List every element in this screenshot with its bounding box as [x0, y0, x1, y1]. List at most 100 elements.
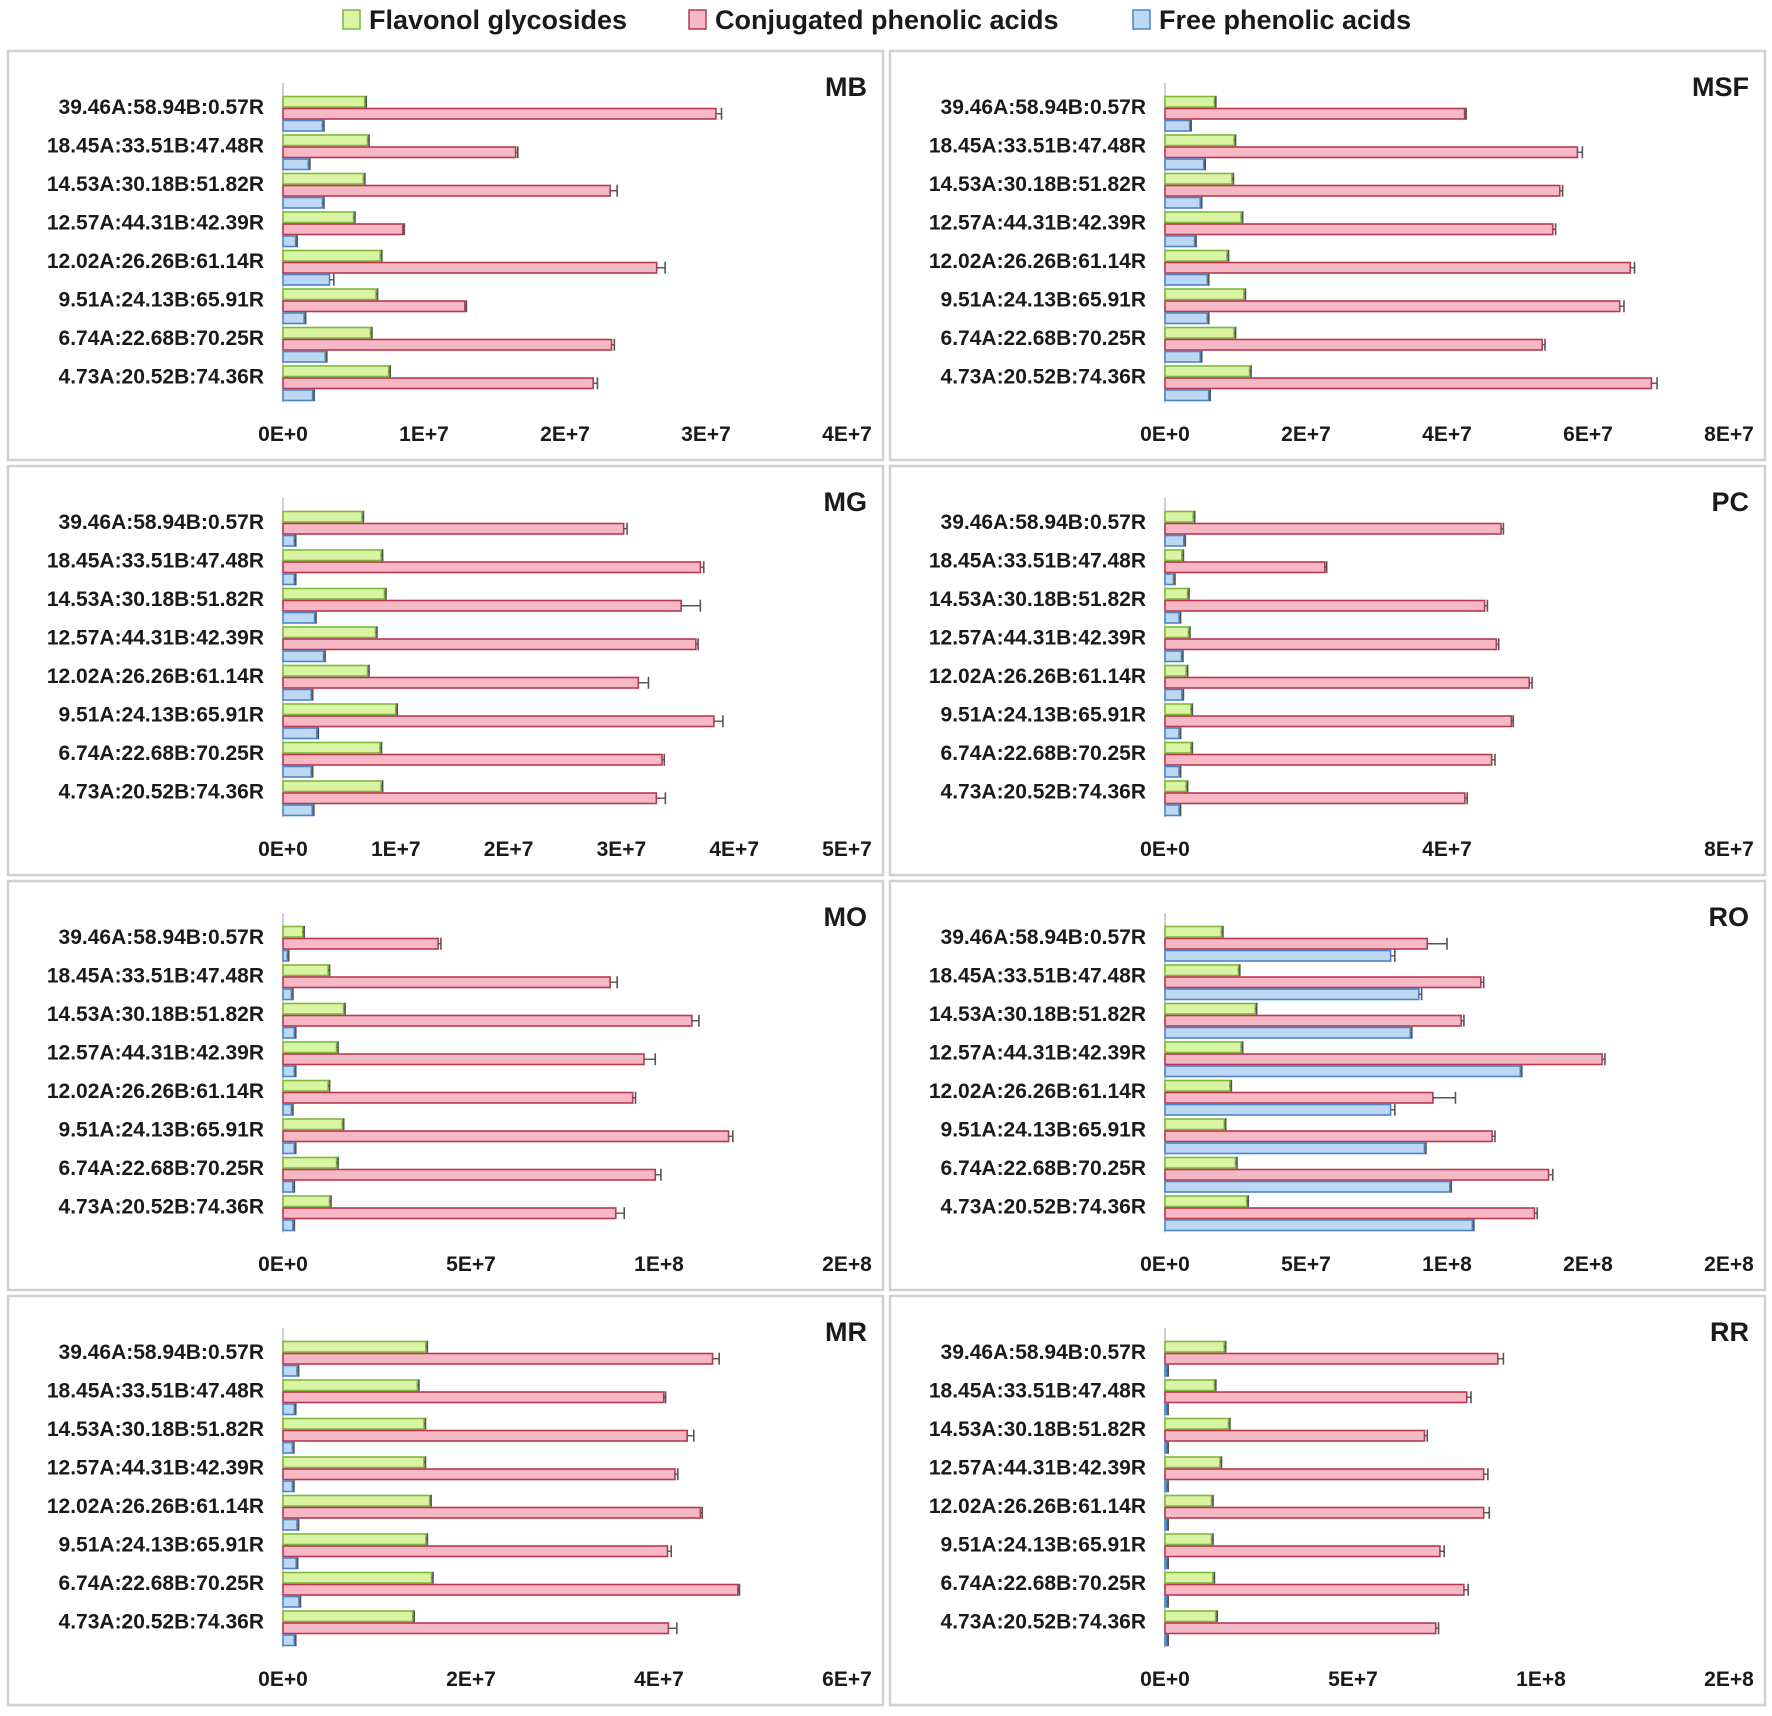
bar-conjugated-phenolic-acids	[1165, 378, 1651, 389]
bar-flavonol-glycosides	[283, 251, 380, 262]
bar-flavonol-glycosides	[1165, 328, 1234, 339]
bar-free-phenolic-acids	[283, 1558, 296, 1569]
category-label: 12.02A:26.26B:61.14R	[47, 250, 264, 273]
bar-free-phenolic-acids	[283, 390, 313, 401]
bar-free-phenolic-acids	[283, 1143, 294, 1154]
bar-flavonol-glycosides	[1165, 1573, 1213, 1584]
category-label: 18.45A:33.51B:47.48R	[47, 550, 264, 573]
bar-conjugated-phenolic-acids	[283, 263, 657, 274]
bar-free-phenolic-acids	[1165, 1520, 1167, 1531]
bar-conjugated-phenolic-acids	[283, 147, 516, 158]
bar-free-phenolic-acids	[1165, 574, 1173, 585]
bar-flavonol-glycosides	[283, 704, 396, 715]
bar-free-phenolic-acids	[283, 1105, 291, 1116]
bar-flavonol-glycosides	[283, 1534, 426, 1545]
category-label: 18.45A:33.51B:47.48R	[929, 550, 1146, 573]
bar-conjugated-phenolic-acids	[283, 939, 438, 950]
bar-flavonol-glycosides	[1165, 135, 1234, 146]
tick-label: 4E+7	[822, 423, 872, 446]
bar-flavonol-glycosides	[283, 212, 354, 223]
legend-swatch-free	[1133, 10, 1150, 29]
panel-title: MG	[824, 487, 868, 517]
bar-free-phenolic-acids	[1165, 767, 1179, 778]
bar-conjugated-phenolic-acids	[1165, 716, 1511, 727]
tick-label: 6E+7	[822, 1668, 872, 1691]
bar-conjugated-phenolic-acids	[1165, 601, 1485, 612]
bar-free-phenolic-acids	[1165, 1481, 1167, 1492]
panel-title: MO	[824, 902, 868, 932]
tick-label: 1E+7	[371, 838, 421, 861]
tick-label: 1E+8	[1422, 1253, 1472, 1276]
bar-free-phenolic-acids	[1165, 651, 1181, 662]
category-label: 14.53A:30.18B:51.82R	[47, 588, 264, 611]
category-label: 39.46A:58.94B:0.57R	[59, 926, 264, 949]
bar-conjugated-phenolic-acids	[283, 524, 624, 535]
panel-title: RO	[1709, 902, 1750, 932]
bar-flavonol-glycosides	[283, 1573, 432, 1584]
tick-label: 1E+7	[399, 423, 449, 446]
tick-label: 2E+7	[484, 838, 534, 861]
category-label: 9.51A:24.13B:65.91R	[59, 289, 264, 312]
category-label: 14.53A:30.18B:51.82R	[47, 1003, 264, 1026]
category-label: 39.46A:58.94B:0.57R	[59, 1341, 264, 1364]
bar-free-phenolic-acids	[1165, 989, 1419, 1000]
tick-label: 2E+8	[1563, 1253, 1613, 1276]
bar-flavonol-glycosides	[1165, 1042, 1241, 1053]
bar-conjugated-phenolic-acids	[283, 977, 610, 988]
category-label: 14.53A:30.18B:51.82R	[47, 173, 264, 196]
category-label: 4.73A:20.52B:74.36R	[59, 1611, 264, 1634]
bar-conjugated-phenolic-acids	[283, 1508, 700, 1519]
bar-conjugated-phenolic-acids	[1165, 1208, 1534, 1219]
bar-conjugated-phenolic-acids	[1165, 1392, 1467, 1403]
legend-label-conjugated: Conjugated phenolic acids	[715, 5, 1059, 35]
bar-flavonol-glycosides	[1165, 1004, 1255, 1015]
bar-conjugated-phenolic-acids	[1165, 1170, 1549, 1181]
bar-flavonol-glycosides	[283, 781, 381, 792]
category-label: 14.53A:30.18B:51.82R	[929, 173, 1146, 196]
bar-flavonol-glycosides	[1165, 927, 1221, 938]
bar-flavonol-glycosides	[1165, 1496, 1212, 1507]
bar-flavonol-glycosides	[1165, 965, 1238, 976]
bar-free-phenolic-acids	[1165, 1443, 1167, 1454]
bar-free-phenolic-acids	[1165, 951, 1391, 962]
bar-conjugated-phenolic-acids	[1165, 109, 1465, 120]
bar-free-phenolic-acids	[1165, 159, 1204, 170]
bar-free-phenolic-acids	[283, 1220, 293, 1231]
bar-flavonol-glycosides	[1165, 366, 1250, 377]
tick-label: 5E+7	[822, 838, 872, 861]
category-label: 6.74A:22.68B:70.25R	[59, 1572, 264, 1595]
category-label: 12.57A:44.31B:42.39R	[929, 1042, 1146, 1065]
category-label: 6.74A:22.68B:70.25R	[59, 1157, 264, 1180]
bar-flavonol-glycosides	[1165, 251, 1227, 262]
bar-free-phenolic-acids	[1165, 390, 1209, 401]
bar-free-phenolic-acids	[283, 1066, 294, 1077]
category-label: 14.53A:30.18B:51.82R	[47, 1418, 264, 1441]
bar-flavonol-glycosides	[283, 1196, 330, 1207]
bar-conjugated-phenolic-acids	[1165, 1431, 1424, 1442]
category-label: 4.73A:20.52B:74.36R	[59, 781, 264, 804]
panel-msf: MSF 0E+0 2E+7 4E+7 6E+7 8E+7 39.46A:58.94B:0.5…	[890, 51, 1765, 460]
tick-label: 2E+7	[1281, 423, 1331, 446]
category-label: 6.74A:22.68B:70.25R	[941, 742, 1146, 765]
bar-flavonol-glycosides	[283, 550, 381, 561]
category-label: 39.46A:58.94B:0.57R	[941, 1341, 1146, 1364]
bar-free-phenolic-acids	[283, 767, 311, 778]
bar-conjugated-phenolic-acids	[1165, 1585, 1464, 1596]
bar-conjugated-phenolic-acids	[1165, 1508, 1484, 1519]
category-label: 12.02A:26.26B:61.14R	[929, 1495, 1146, 1518]
category-label: 12.02A:26.26B:61.14R	[47, 665, 264, 688]
bar-free-phenolic-acids	[1165, 1182, 1450, 1193]
legend-label-free: Free phenolic acids	[1159, 5, 1411, 35]
bar-free-phenolic-acids	[1165, 1105, 1391, 1116]
category-label: 14.53A:30.18B:51.82R	[929, 588, 1146, 611]
bar-conjugated-phenolic-acids	[283, 301, 465, 312]
bar-flavonol-glycosides	[283, 1342, 426, 1353]
bar-flavonol-glycosides	[283, 512, 362, 523]
bar-flavonol-glycosides	[1165, 627, 1189, 638]
bar-conjugated-phenolic-acids	[1165, 263, 1630, 274]
bar-free-phenolic-acids	[283, 651, 324, 662]
category-label: 4.73A:20.52B:74.36R	[941, 781, 1146, 804]
category-label: 18.45A:33.51B:47.48R	[929, 135, 1146, 158]
bar-conjugated-phenolic-acids	[1165, 1131, 1492, 1142]
bar-free-phenolic-acids	[283, 728, 317, 739]
